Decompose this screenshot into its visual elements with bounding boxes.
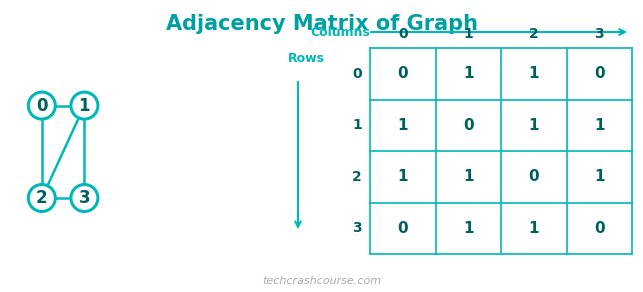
- Text: techcrashcourse.com: techcrashcourse.com: [262, 276, 381, 286]
- Circle shape: [28, 92, 55, 119]
- Text: 1: 1: [594, 169, 604, 184]
- Text: 1: 1: [463, 66, 473, 81]
- Circle shape: [71, 185, 98, 211]
- Text: 0: 0: [594, 66, 604, 81]
- Circle shape: [28, 185, 55, 211]
- Text: 0: 0: [398, 27, 408, 41]
- Text: 1: 1: [78, 97, 90, 114]
- Text: 2: 2: [36, 189, 48, 207]
- Text: 1: 1: [464, 27, 473, 41]
- Text: 1: 1: [529, 66, 539, 81]
- Text: 1: 1: [397, 169, 408, 184]
- Text: 3: 3: [352, 221, 362, 235]
- Text: 3: 3: [78, 189, 90, 207]
- Text: 1: 1: [529, 221, 539, 236]
- Text: Rows: Rows: [288, 53, 325, 65]
- Text: 0: 0: [463, 118, 473, 133]
- Text: 1: 1: [594, 118, 604, 133]
- Text: 0: 0: [352, 67, 362, 81]
- Text: 3: 3: [594, 27, 604, 41]
- Text: 1: 1: [352, 118, 362, 132]
- Text: 1: 1: [397, 118, 408, 133]
- Text: Adjacency Matrix of Graph: Adjacency Matrix of Graph: [165, 14, 478, 34]
- Text: 0: 0: [594, 221, 604, 236]
- Text: 0: 0: [397, 221, 408, 236]
- Text: 1: 1: [529, 118, 539, 133]
- Text: 2: 2: [352, 170, 362, 184]
- Text: 1: 1: [463, 221, 473, 236]
- Circle shape: [71, 92, 98, 119]
- Text: 1: 1: [463, 169, 473, 184]
- Text: 0: 0: [36, 97, 48, 114]
- Text: 0: 0: [397, 66, 408, 81]
- Text: Columns: Columns: [310, 25, 370, 39]
- Text: 2: 2: [529, 27, 539, 41]
- Text: 0: 0: [529, 169, 539, 184]
